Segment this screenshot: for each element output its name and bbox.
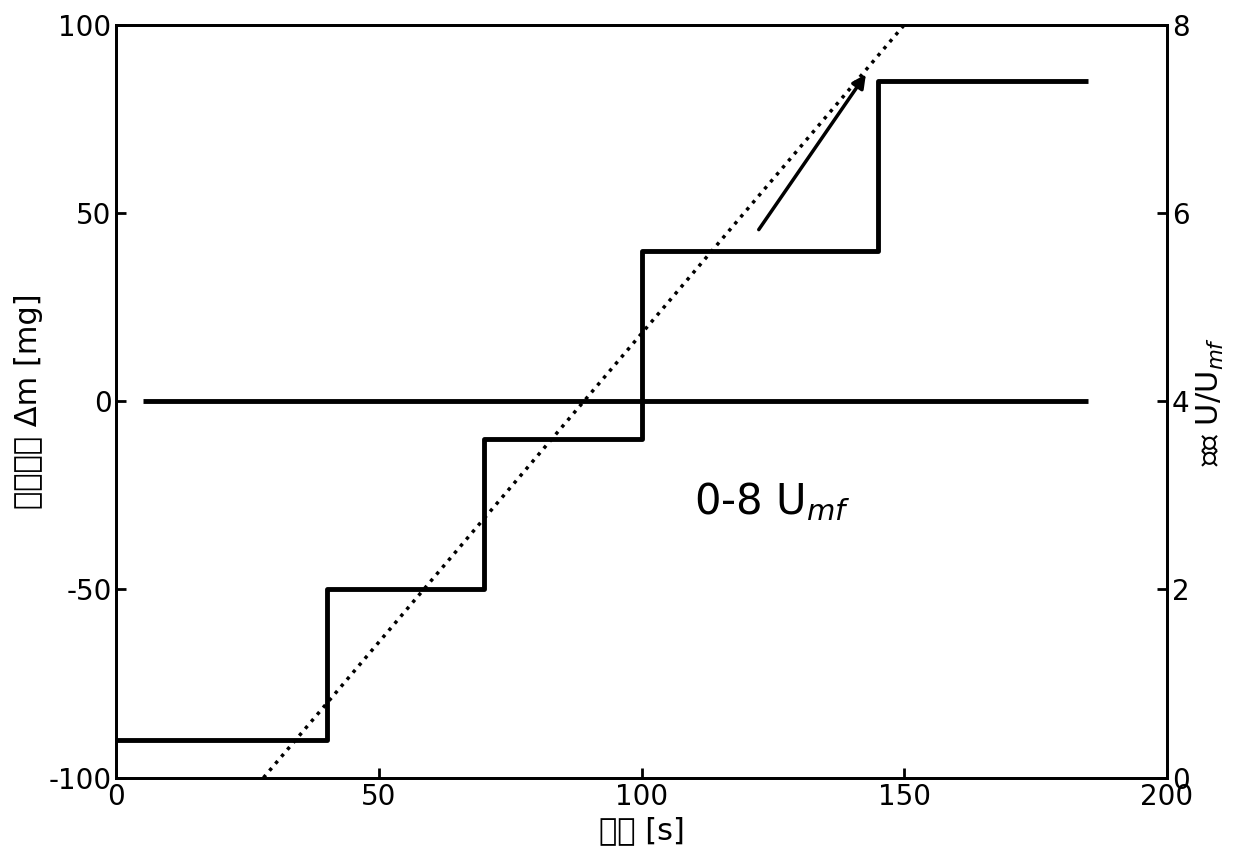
Y-axis label: 质量变化 Δm [mg]: 质量变化 Δm [mg] [14,294,43,509]
Text: 0-8 U$_{mf}$: 0-8 U$_{mf}$ [694,480,851,523]
X-axis label: 时间 [s]: 时间 [s] [599,816,684,845]
Y-axis label: 气速 U/U$_{mf}$: 气速 U/U$_{mf}$ [1195,337,1226,466]
